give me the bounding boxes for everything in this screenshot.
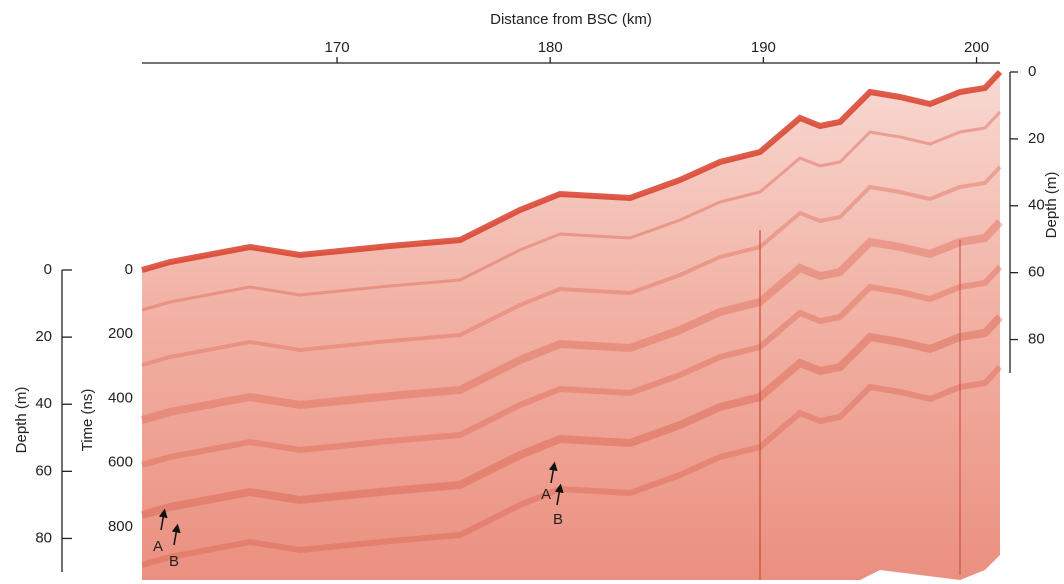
y2-tick-label: 40 [1028, 197, 1045, 214]
time-tick-label: 200 [108, 325, 133, 342]
time-tick-label: 0 [125, 261, 133, 278]
x-tick-label: 190 [751, 39, 776, 56]
y-tick-label: 80 [35, 529, 52, 546]
time-tick-label: 400 [108, 389, 133, 406]
y-axis-label: Depth (m) [13, 387, 30, 454]
y2-tick-label: 60 [1028, 264, 1045, 281]
y-tick-label: 60 [35, 462, 52, 479]
annotation: B [169, 553, 179, 570]
y2-tick-label: 0 [1028, 63, 1036, 80]
x-axis-label: Distance from BSC (km) [490, 11, 652, 28]
x-tick-label: 200 [964, 39, 989, 56]
y-tick-label: 0 [44, 261, 52, 278]
radargram [142, 72, 1000, 580]
time-axis-label: Time (ns) [79, 389, 96, 452]
annotation: A [153, 538, 163, 555]
y-tick-label: 40 [35, 395, 52, 412]
y2-tick-label: 20 [1028, 130, 1045, 147]
x-tick-label: 180 [538, 39, 563, 56]
arrows [158, 461, 564, 546]
time-tick-label: 800 [108, 518, 133, 535]
y2-axis-label: Depth (m) [1043, 172, 1060, 239]
annotation: B [553, 511, 563, 528]
time-tick-label: 600 [108, 454, 133, 471]
y-tick-label: 20 [35, 328, 52, 345]
y2-tick-label: 80 [1028, 331, 1045, 348]
x-tick-label: 170 [325, 39, 350, 56]
annotation: A [541, 486, 551, 503]
